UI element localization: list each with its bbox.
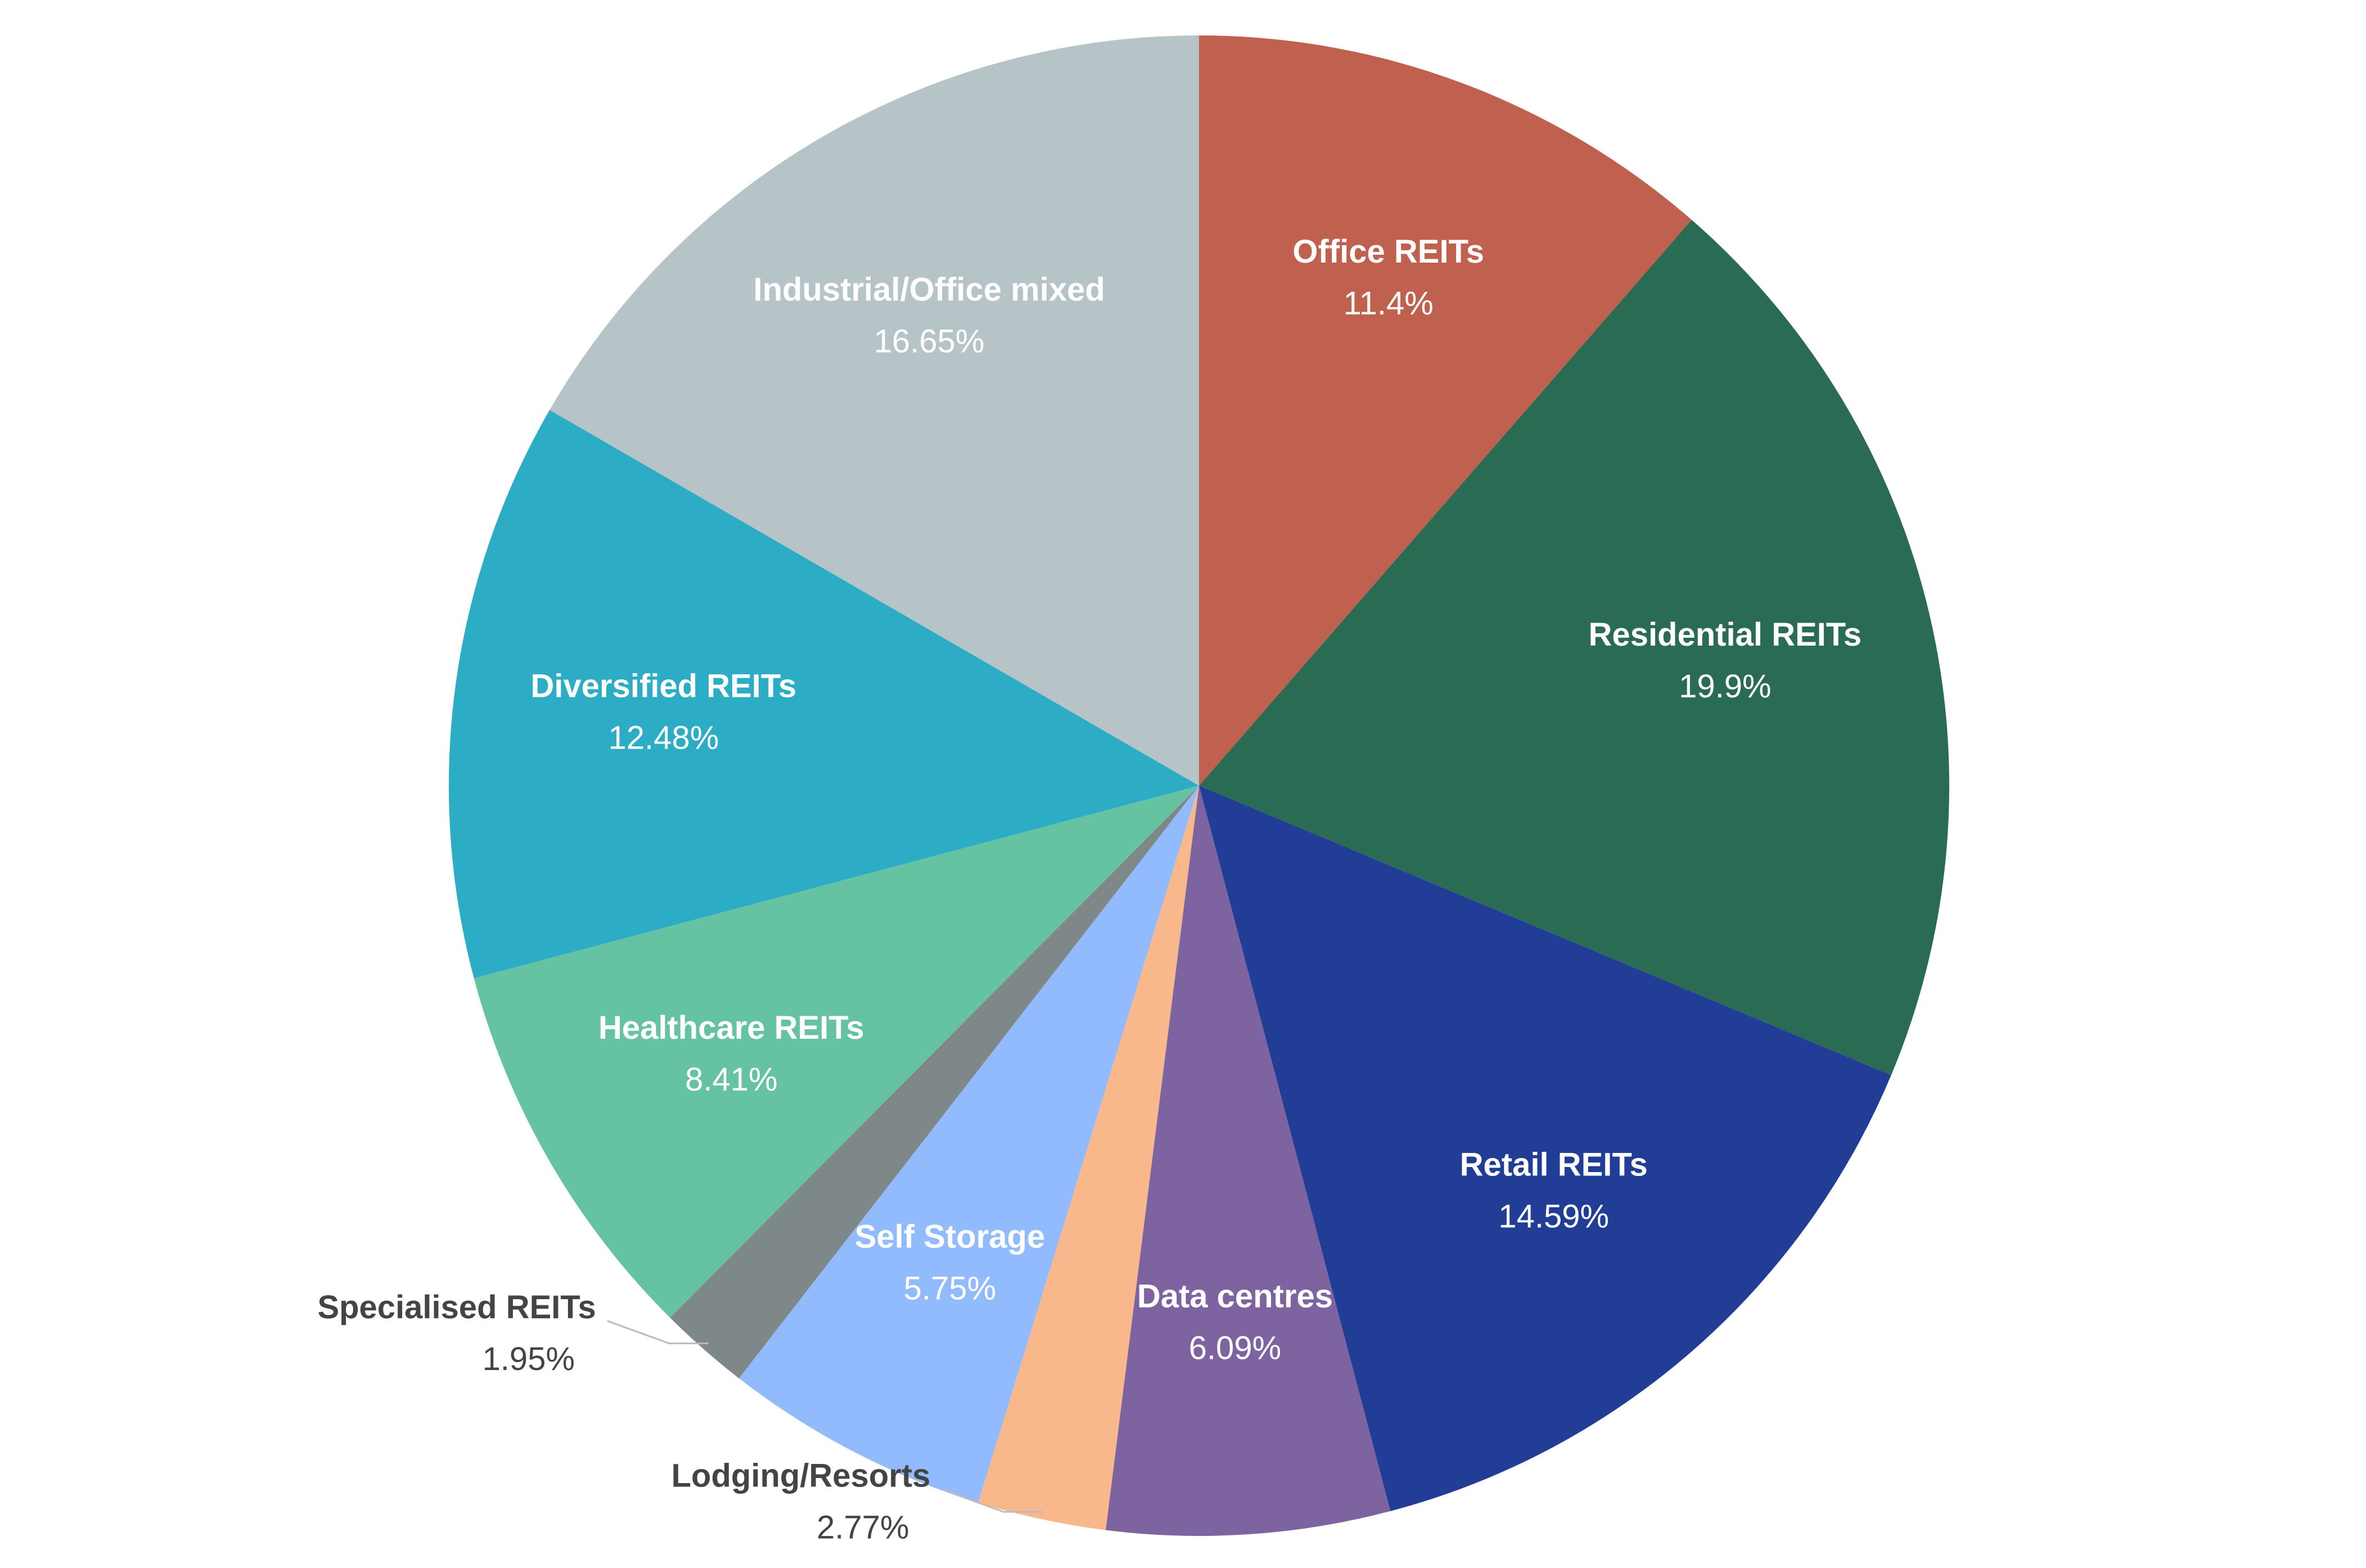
leader-line [941,1488,1043,1513]
pie-slice [1106,786,1391,1536]
slice-value: 11.4% [1344,285,1434,322]
slice-label: Residential REITs [1589,616,1862,653]
pie-slice [670,786,1199,1378]
slice-value: 16.65% [874,323,985,359]
pie-slice [1199,786,1891,1511]
pie-slice [978,786,1199,1530]
slice-label: Lodging/Resorts [672,1457,931,1494]
pie-slice [1199,35,1692,786]
slice-label: Office REITs [1292,233,1484,270]
pie-slice [549,35,1199,786]
slice-value: 19.9% [1679,668,1771,705]
slice-value: 8.41% [685,1061,777,1098]
slice-label: Diversified REITs [531,668,797,705]
slice-label: Self Storage [855,1219,1045,1255]
slice-value: 6.09% [1189,1330,1281,1367]
slice-value: 14.59% [1498,1198,1609,1235]
slice-value: 5.75% [904,1270,996,1307]
pie-slice [738,786,1199,1503]
pie-slice [1199,219,1949,1075]
slice-label: Industrial/Office mixed [754,271,1105,308]
slice-label: Retail REITs [1460,1147,1648,1183]
slice-value: 2.77% [817,1509,909,1546]
slice-value: 12.48% [609,720,719,756]
slice-label: Healthcare REITs [598,1010,864,1046]
slice-label: Specialised REITs [317,1289,596,1326]
pie-slice [474,786,1199,1318]
pie-slice [449,409,1200,979]
slice-value: 1.95% [483,1341,575,1377]
leader-line [607,1320,709,1345]
slice-label: Data centres [1137,1278,1333,1315]
